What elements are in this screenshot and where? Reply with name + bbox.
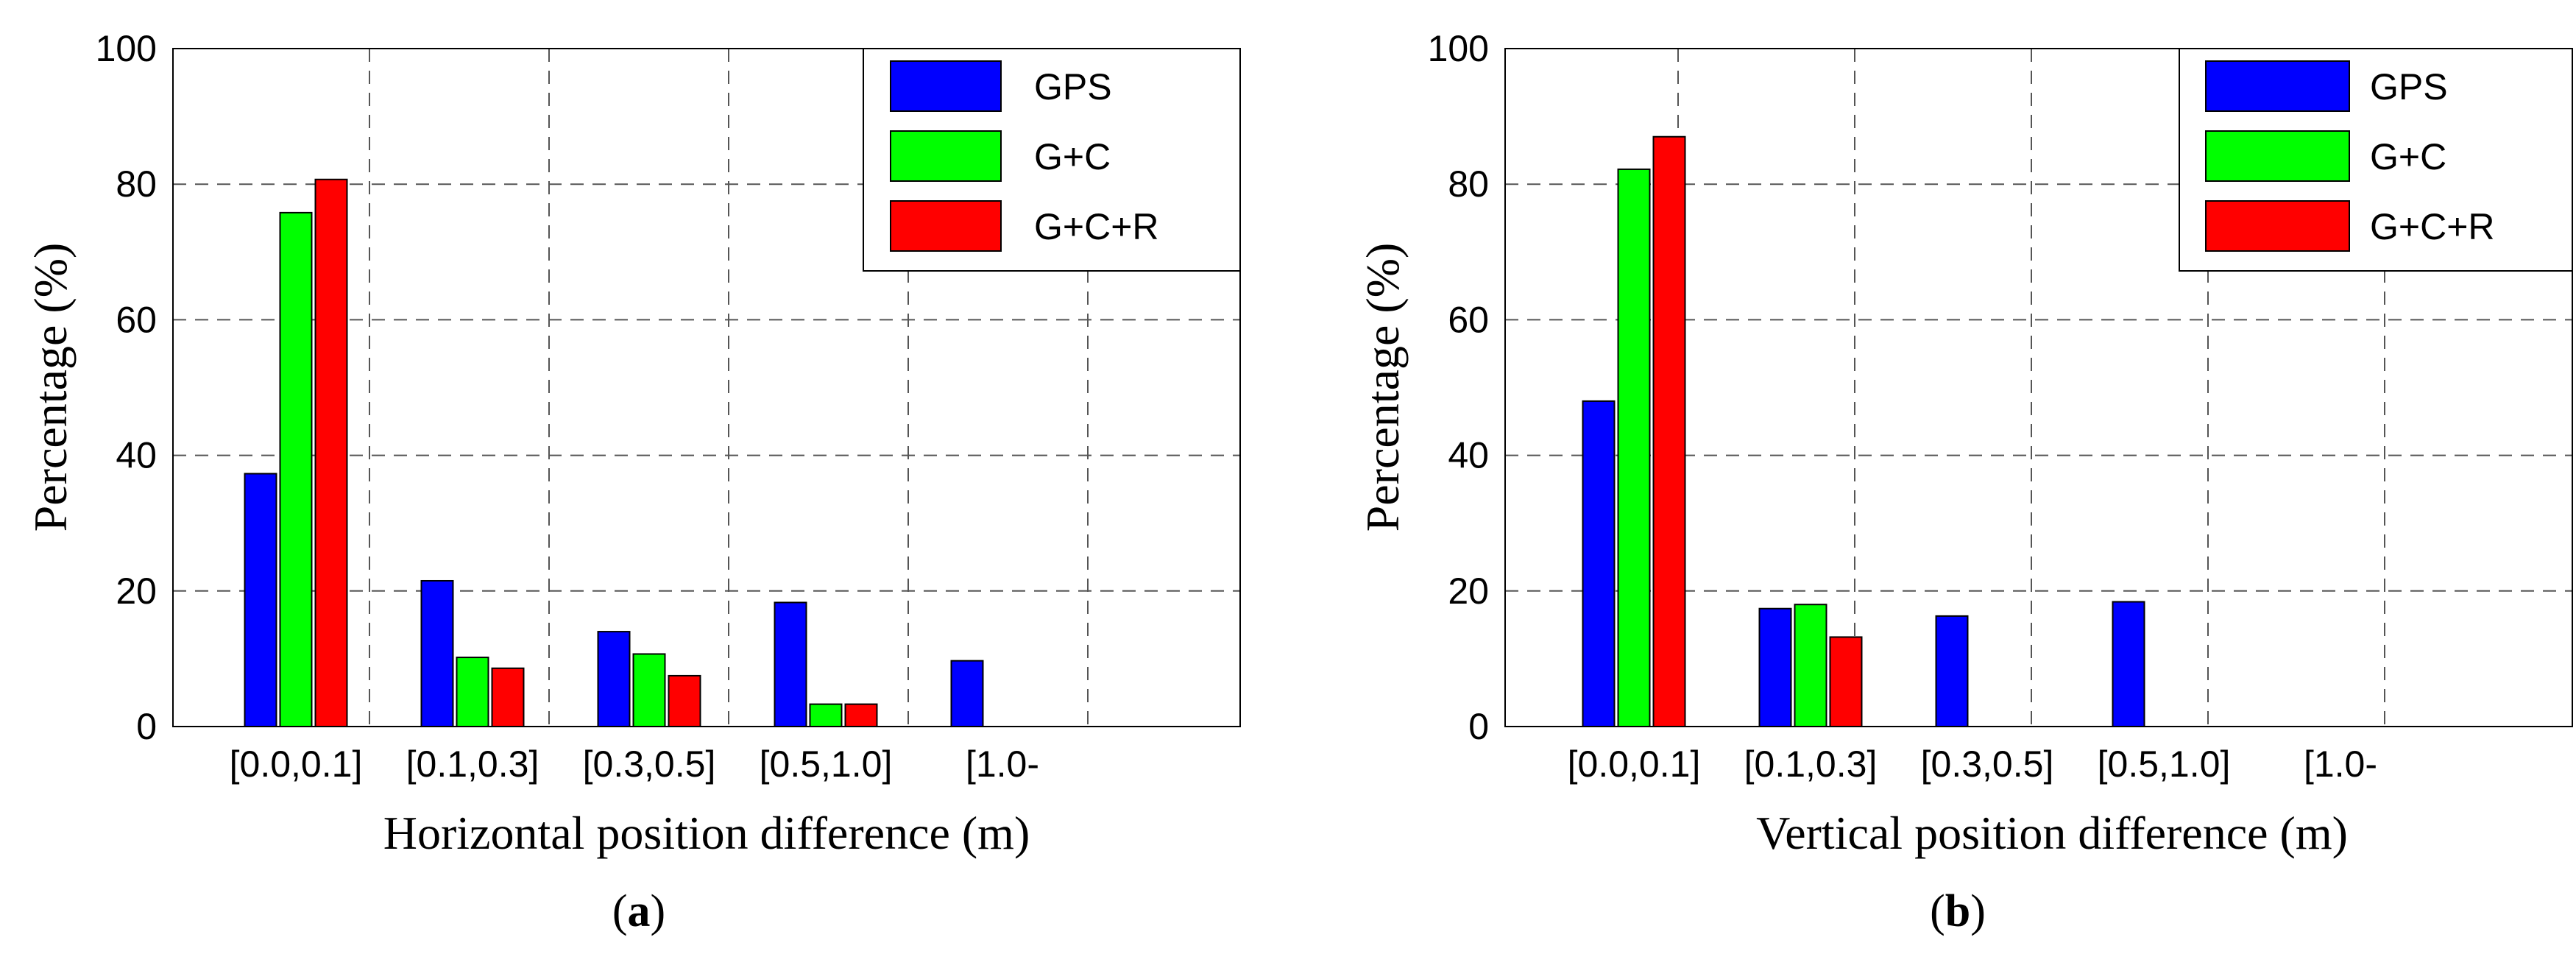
x-axis-label: Vertical position difference (m) — [1756, 807, 2348, 859]
bar-g-c — [1617, 168, 1651, 728]
legend-label: G+C — [1034, 136, 1111, 177]
plot-area-border — [172, 48, 1241, 727]
bar-g-c-r — [314, 178, 348, 728]
bar-g-c-r — [491, 667, 525, 728]
bar-gps — [1935, 615, 1969, 728]
legend-label: G+C — [2370, 136, 2446, 177]
x-tick-labels: [0.0,0.1] [0.1,0.3] [0.3,0.5] [0.5,1.0] [1.0… — [1568, 743, 2377, 785]
legend-label: GPS — [2370, 66, 2448, 107]
y-tick-label: 40 — [116, 435, 157, 476]
legend-swatch — [2205, 60, 2350, 112]
legend: GPS G+C G+C+R — [863, 48, 1241, 272]
x-tick-label: [1.0- — [966, 743, 1039, 785]
y-tick-label: 100 — [1428, 28, 1489, 69]
bar-g-c — [632, 653, 666, 727]
x-tick-label: [0.3,0.5] — [1921, 743, 2054, 785]
bar-gps — [420, 579, 454, 727]
x-tick-label: [0.5,1.0] — [760, 743, 893, 785]
bar-g-c — [1794, 604, 1827, 727]
y-tick-label: 20 — [1448, 570, 1489, 612]
x-tick-label: [0.1,0.3] — [406, 743, 539, 785]
y-tick-labels: 0 20 40 60 80 100 — [96, 28, 157, 747]
legend-swatch — [890, 130, 1002, 182]
y-tick-label: 80 — [1448, 163, 1489, 205]
bar-gps — [1582, 400, 1616, 727]
legend-swatch — [2205, 130, 2350, 182]
bar-gps — [597, 631, 631, 727]
bar-g-c-r — [1652, 135, 1686, 728]
y-tick-labels: 0 20 40 60 80 100 — [1428, 28, 1489, 747]
y-tick-label: 40 — [1448, 435, 1489, 476]
bar-gps — [1758, 607, 1792, 727]
legend: GPS G+C G+C+R — [2179, 48, 2573, 272]
x-axis-label: Horizontal position difference (m) — [383, 807, 1030, 859]
panel-b: 0 20 40 60 80 100 [0.0,0.1] [0.1,0.3] [0.3,0.5]… — [1356, 28, 2573, 936]
y-tick-label: 80 — [116, 163, 157, 205]
bar-gps — [244, 473, 277, 727]
bar-gps — [774, 601, 807, 727]
bar-g-c-r — [668, 674, 701, 727]
plot-area-border — [1504, 48, 2573, 727]
legend-swatch — [890, 60, 1002, 112]
bar-gps — [950, 660, 984, 728]
x-tick-label: [1.0- — [2304, 743, 2377, 785]
y-tick-label: 60 — [1448, 299, 1489, 340]
panel-a: 0 20 40 60 80 100 [0.0,0.1] [0.1,0.3] [0.3,0.5]… — [24, 28, 1241, 936]
legend-label: GPS — [1034, 66, 1112, 107]
x-tick-label: [0.0,0.1] — [1568, 743, 1701, 785]
bar-g-c-r — [844, 703, 878, 727]
legend-label: G+C+R — [2370, 206, 2495, 247]
bar-g-c — [809, 703, 843, 727]
y-axis-label: Percentage (%) — [1356, 243, 1409, 532]
legend-swatch — [2205, 200, 2350, 252]
y-tick-label: 0 — [1468, 706, 1489, 747]
bar-gps — [2112, 601, 2145, 728]
panel-letter: b — [1945, 886, 1970, 936]
x-tick-label: [0.5,1.0] — [2098, 743, 2231, 785]
panel-label: (a) — [612, 886, 665, 936]
y-axis-label: Percentage (%) — [24, 243, 77, 532]
bar-g-c — [279, 211, 313, 727]
legend-label: G+C+R — [1034, 206, 1159, 247]
x-tick-label: [0.1,0.3] — [1744, 743, 1878, 785]
y-tick-label: 100 — [96, 28, 157, 69]
y-tick-label: 0 — [136, 706, 157, 747]
legend-swatch — [890, 200, 1002, 252]
bar-g-c — [456, 657, 489, 727]
x-tick-label: [0.3,0.5] — [583, 743, 716, 785]
x-tick-label: [0.0,0.1] — [230, 743, 363, 785]
y-tick-label: 20 — [116, 570, 157, 612]
panel-label: (b) — [1930, 886, 1986, 936]
bars — [244, 178, 984, 728]
panel-letter: a — [628, 886, 651, 936]
x-tick-labels: [0.0,0.1] [0.1,0.3] [0.3,0.5] [0.5,1.0] [1.0… — [230, 743, 1039, 785]
bar-g-c-r — [1829, 636, 1863, 727]
y-tick-label: 60 — [116, 299, 157, 340]
